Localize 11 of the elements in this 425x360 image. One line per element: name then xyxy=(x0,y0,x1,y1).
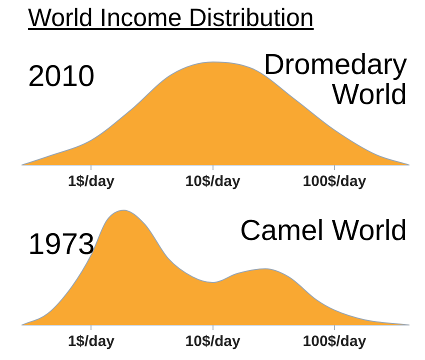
annotation: 2010 xyxy=(28,60,95,94)
chart-title: World Income Distribution xyxy=(28,4,314,33)
x-tick-label: 10$/day xyxy=(185,173,241,190)
x-tick-label: 100$/day xyxy=(302,333,367,350)
annotation: Camel World xyxy=(238,215,407,247)
x-tick-label: 100$/day xyxy=(302,173,367,190)
x-tick-label: 10$/day xyxy=(185,333,241,350)
annotation: 1973 xyxy=(28,228,95,262)
x-tick-label: 1$/day xyxy=(68,333,116,350)
annotation: Dromedary World xyxy=(262,49,407,111)
x-tick-label: 1$/day xyxy=(68,173,116,190)
